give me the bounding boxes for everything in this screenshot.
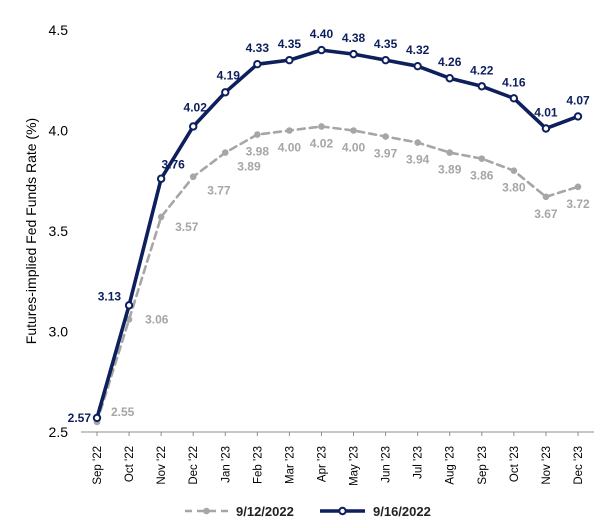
data-label: 4.35: [374, 37, 398, 51]
x-tick-label: Dec '23: [573, 446, 585, 485]
data-label: 3.06: [145, 312, 169, 326]
data-label: 4.38: [342, 31, 366, 45]
legend-swatch-marker: [203, 507, 210, 515]
data-label: 3.13: [98, 289, 122, 303]
data-label: 3.72: [566, 197, 590, 211]
x-tick-label: Apr '23: [316, 446, 328, 482]
x-axis-ticks: Sep '22 Oct '22 Nov '22 Dec '22 Jan '23 Feb '…: [92, 432, 585, 486]
data-label: 4.02: [310, 136, 334, 150]
data-label: 3.77: [207, 184, 231, 198]
data-label: 4.02: [184, 100, 208, 114]
series-point-0: [446, 149, 454, 156]
data-label: 4.19: [217, 68, 241, 82]
data-label: 4.16: [502, 75, 526, 89]
x-tick-label: Oct '22: [124, 446, 136, 482]
series-point-0: [254, 131, 261, 138]
series-point-1: [413, 61, 422, 71]
data-label: 3.86: [470, 169, 494, 183]
series-point-1: [92, 413, 102, 423]
data-label: 3.76: [161, 158, 185, 172]
series-point-0: [478, 155, 486, 162]
data-label: 4.40: [310, 27, 334, 41]
data-label: 4.22: [470, 63, 494, 77]
x-tick-label: Sep '23: [477, 446, 489, 485]
x-tick-label: Nov '22: [156, 446, 168, 485]
data-label: 4.01: [534, 105, 558, 119]
series-point-0: [574, 183, 582, 191]
series-point-0: [414, 139, 421, 146]
series-point-1: [189, 122, 198, 131]
series-point-0: [286, 127, 293, 134]
legend: 9/12/2022 9/16/2022: [185, 504, 431, 519]
series-point-1: [221, 88, 230, 97]
data-label: 2.55: [111, 405, 135, 419]
x-tick-label: Mar '23: [284, 446, 296, 484]
data-label: 4.32: [406, 43, 430, 57]
x-tick-label: Dec '22: [188, 446, 200, 485]
series-point-0: [157, 213, 165, 221]
y-tick-label: 3.0: [49, 324, 69, 340]
x-tick-label: Oct '23: [509, 446, 521, 482]
x-tick-label: Sep '22: [92, 446, 104, 485]
series-point-1: [509, 94, 519, 103]
x-tick-label: Jun '23: [381, 446, 393, 483]
series-point-1: [124, 301, 134, 310]
data-label: 3.57: [175, 220, 199, 234]
x-tick-label: Nov '23: [541, 446, 553, 485]
series-point-1: [445, 74, 454, 83]
series-point-0: [542, 193, 550, 201]
data-label: 3.89: [438, 163, 462, 177]
data-label: 3.97: [374, 147, 398, 161]
series-point-1: [285, 55, 294, 65]
legend-label: 9/12/2022: [236, 504, 294, 519]
series-point-1: [349, 49, 358, 59]
data-label: 4.35: [278, 37, 302, 51]
series-point-1: [477, 82, 486, 91]
series-line-0: [95, 125, 580, 424]
y-axis-label: Futures-implied Fed Funds Rate (%): [23, 118, 39, 344]
y-tick-label: 4.0: [49, 123, 69, 139]
series-point-1: [317, 45, 326, 55]
data-label: 3.89: [237, 160, 261, 174]
data-label: 4.00: [278, 141, 302, 155]
legend-swatch-marker: [338, 506, 347, 516]
series-point-1: [541, 124, 551, 133]
y-tick-label: 4.5: [49, 22, 69, 38]
series-point-0: [382, 133, 389, 140]
series-point-0: [189, 173, 197, 181]
x-tick-label: Aug '23: [445, 446, 457, 485]
data-label: 2.57: [68, 411, 92, 425]
series-point-1: [253, 59, 262, 69]
series-point-1: [381, 55, 390, 65]
data-label: 4.33: [246, 41, 270, 55]
series-point-1: [573, 112, 583, 121]
x-tick-label: Jan '23: [220, 446, 232, 483]
y-axis-ticks: 2.5 3.0 3.5 4.0 4.5: [49, 22, 69, 440]
data-label: 3.94: [406, 153, 430, 167]
y-tick-label: 3.5: [49, 223, 69, 239]
series-point-0: [510, 167, 518, 174]
data-label: 4.26: [438, 55, 462, 69]
series-point-1: [156, 174, 166, 183]
data-label: 3.80: [502, 181, 526, 195]
data-label: 4.00: [342, 141, 366, 155]
data-label: 3.98: [246, 145, 270, 159]
x-tick-label: Feb '23: [252, 446, 264, 484]
legend-label: 9/16/2022: [373, 504, 431, 519]
x-tick-label: May '23: [349, 446, 361, 486]
series-point-0: [318, 123, 325, 130]
series-group: [92, 45, 583, 426]
data-label: 4.07: [566, 93, 590, 107]
y-tick-label: 2.5: [49, 424, 69, 440]
x-tick-label: Jul '23: [413, 446, 425, 479]
series-point-0: [221, 149, 229, 156]
series-point-0: [350, 127, 357, 134]
data-label: 3.67: [534, 207, 558, 221]
series-line-1: [95, 48, 580, 420]
data-labels: 2.553.063.573.773.893.98 4.00 4.02 4.00 3.97…: [68, 27, 590, 425]
